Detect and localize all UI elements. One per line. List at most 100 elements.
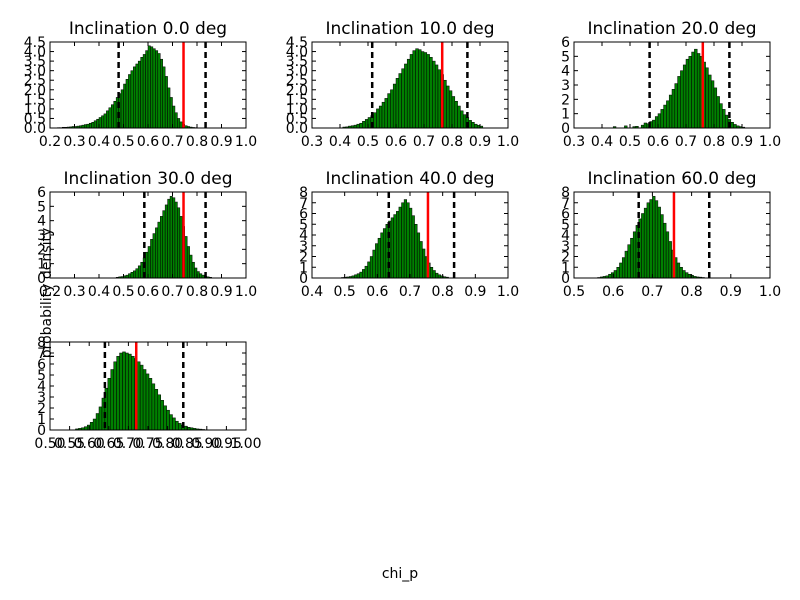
x-tick-label: 0.6 (137, 134, 159, 150)
histogram-bar (652, 196, 656, 279)
histogram-bar (372, 249, 376, 279)
histogram-bar (722, 109, 726, 129)
histogram-bar (627, 244, 631, 279)
histogram-bar (155, 227, 159, 279)
y-tick-label: 0 (561, 271, 570, 287)
histogram-bar (691, 51, 695, 129)
histogram-bar (148, 378, 153, 431)
histogram-bar (613, 270, 617, 279)
x-tick-label: 0.4 (329, 134, 351, 150)
y-tick-label: 3 (561, 239, 570, 255)
y-tick-label: 4.5 (286, 35, 308, 51)
histogram-bar (88, 122, 92, 129)
subplot-title: Inclination 0.0 deg (69, 19, 227, 39)
histogram-bar (137, 60, 141, 129)
x-tick-label: 0.3 (301, 134, 323, 150)
histogram-bar (142, 54, 146, 129)
histogram-bar (432, 60, 436, 129)
y-tick-label: 2.0 (286, 83, 308, 99)
histogram-bar (133, 66, 137, 129)
histogram-bar (380, 232, 384, 279)
subplot-title: Inclination 20.0 deg (587, 19, 756, 39)
histogram-bar (172, 197, 176, 279)
histogram-bar (671, 89, 676, 129)
y-tick-label: 4.0 (24, 45, 46, 61)
y-tick-label: 5 (37, 368, 46, 384)
histogram-bar (110, 369, 114, 431)
histogram-bar (145, 50, 149, 129)
y-tick-label: 1 (561, 260, 570, 276)
histogram-bar (160, 58, 163, 129)
x-tick-label: 0.7 (161, 134, 183, 150)
x-tick-label: 0.7 (161, 284, 183, 300)
y-tick-label: 6 (299, 207, 308, 223)
y-tick-label: 4 (561, 64, 570, 80)
histogram-bar (621, 257, 626, 279)
histogram-bar (373, 112, 377, 129)
histogram-bar (451, 96, 456, 129)
histogram-bar (172, 417, 176, 431)
histogram-bar (390, 217, 394, 279)
y-tick-label: 8 (299, 185, 308, 201)
histogram-bar (179, 216, 183, 279)
histogram-bar (139, 364, 144, 431)
histogram-bar (423, 52, 428, 129)
histogram-bar (169, 414, 173, 431)
histogram-bar (131, 356, 135, 431)
histogram-bar (677, 76, 681, 129)
histogram-bar (685, 58, 690, 129)
histogram-bar (191, 261, 195, 279)
histogram-bar (641, 213, 645, 279)
histogram-bar (430, 267, 434, 279)
histogram-bar (150, 46, 154, 129)
x-tick-label: 0.85 (172, 436, 203, 452)
y-tick-label: 4 (561, 228, 570, 244)
histogram-bar (409, 207, 413, 279)
histogram-bar (668, 94, 673, 129)
y-tick-label: 8 (37, 335, 46, 351)
histogram-bar (395, 78, 400, 129)
y-tick-label: 3 (561, 78, 570, 94)
histogram-bar (429, 57, 433, 129)
x-tick-label: 0.8 (703, 134, 725, 150)
x-tick-label: 0.5 (334, 284, 356, 300)
histogram-bar (676, 262, 681, 279)
y-tick-label: 2 (561, 250, 570, 266)
histogram-bar (145, 373, 150, 431)
x-tick-label: 0.8 (186, 284, 208, 300)
histogram-bar (435, 272, 439, 279)
x-tick-label: 0.4 (88, 284, 110, 300)
histogram-bar (674, 83, 678, 129)
histogram-bar (679, 267, 683, 279)
histogram-bar (474, 123, 478, 129)
y-tick-label: 0 (37, 423, 46, 439)
histogram-bar (663, 104, 667, 129)
histogram-bar (422, 248, 426, 279)
histogram-bar (111, 104, 114, 129)
x-tick-label: 0.8 (186, 134, 208, 150)
histogram-bar (382, 228, 387, 279)
histogram-bar (694, 48, 698, 129)
histogram-bar (364, 265, 368, 279)
x-tick-label: 0.9 (731, 134, 753, 150)
histogram-bar (666, 100, 670, 129)
x-tick-label: 0.80 (152, 436, 183, 452)
x-tick-label: 0.90 (191, 436, 222, 452)
histogram-bar (377, 237, 381, 279)
histogram-bar (419, 241, 423, 279)
y-tick-label: 5 (561, 217, 570, 233)
histogram-bar (91, 122, 95, 129)
y-tick-label: 3.5 (24, 54, 46, 70)
histogram-bar (160, 216, 163, 279)
y-tick-label: 3.5 (286, 54, 308, 70)
histogram-bar (369, 256, 374, 279)
histogram-bar (398, 206, 402, 279)
histogram-bar (128, 74, 132, 129)
histogram-bar (199, 273, 203, 279)
subplot-title: Inclination 40.0 deg (325, 169, 494, 189)
histogram-bar (719, 103, 723, 129)
histogram-bar (416, 232, 421, 279)
